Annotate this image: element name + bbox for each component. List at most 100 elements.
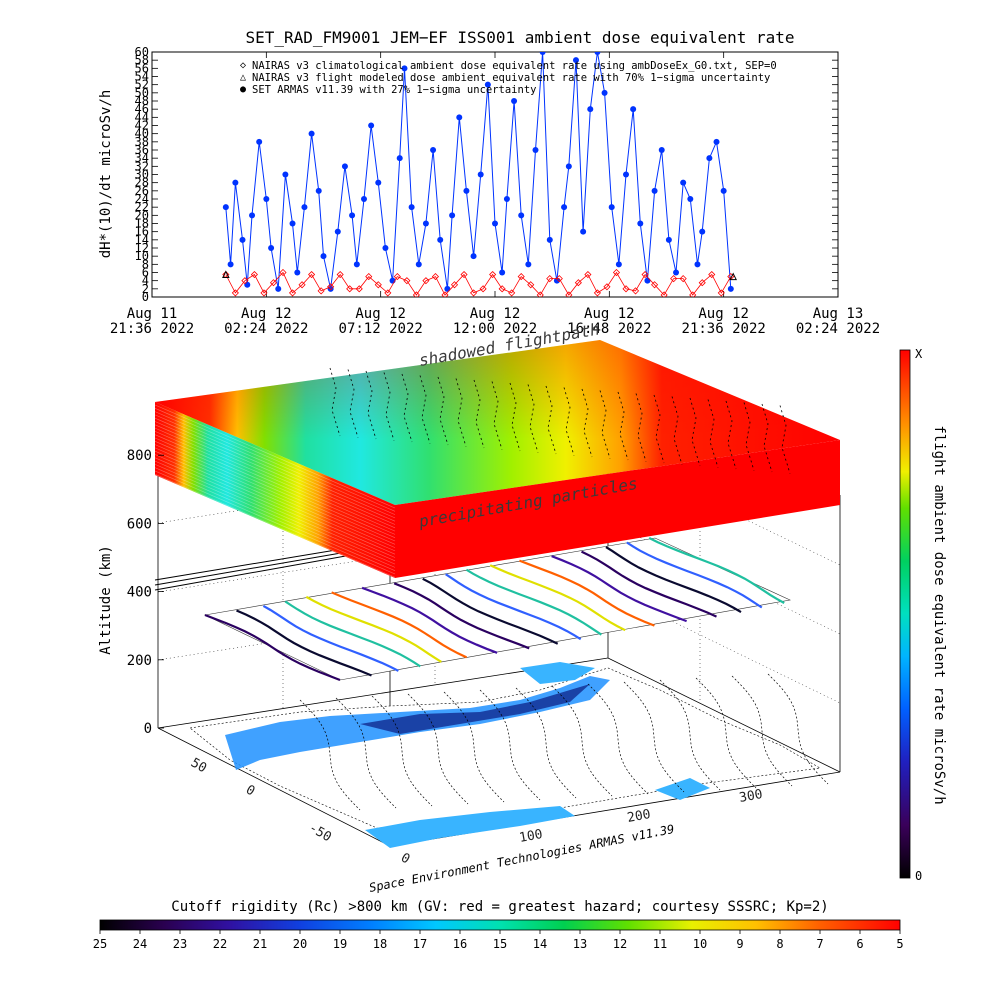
nairas-clim-point xyxy=(584,270,592,279)
legend-item-set-armas: ● SET ARMAS v11.39 with 27% 1−sigma unce… xyxy=(240,84,536,96)
armas-point xyxy=(382,245,389,251)
longitude-tick-label: 100 xyxy=(518,827,544,846)
armas-point xyxy=(565,163,572,170)
slab-contour xyxy=(365,370,377,440)
slab-contour xyxy=(617,391,629,461)
dose-colorbar-bottom-label: 0 xyxy=(915,869,922,883)
ground-track-segment xyxy=(623,681,685,793)
chart-title: SET_RAD_FM9001 JEM−EF ISS001 ambient dos… xyxy=(245,28,794,47)
armas-point xyxy=(699,228,706,235)
slab-contour xyxy=(581,388,593,458)
flightpath-wave xyxy=(331,591,468,659)
armas-point xyxy=(470,253,477,260)
armas-point xyxy=(449,212,456,219)
nairas-clim-point xyxy=(527,281,535,289)
slab-contour xyxy=(599,390,611,459)
nairas-clim-point xyxy=(593,289,601,297)
slab-layer-line xyxy=(154,457,396,562)
altitude-tick-label: 200 xyxy=(127,653,152,669)
latitude-tick-label: 0 xyxy=(243,782,257,799)
flightpath-wave xyxy=(445,573,582,641)
armas-point xyxy=(396,155,403,162)
slab-layer-line xyxy=(154,427,396,532)
nairas-clim-point xyxy=(517,273,525,281)
slab-front-face xyxy=(155,402,395,578)
armas-point xyxy=(630,106,637,113)
armas-point xyxy=(651,187,658,194)
nairas-clim-point xyxy=(336,270,344,279)
slab-layer-line xyxy=(154,411,396,515)
slab-contour xyxy=(419,375,431,444)
nairas-clim-point xyxy=(631,287,640,295)
rigidity-tick-label: 20 xyxy=(293,937,307,951)
slab-layer-line xyxy=(154,464,396,568)
rigidity-colorbar-ticks: 25 24 23 22 21 20 19 18 17 16 15 14 13 12 11 10 9 8 7 6 5 xyxy=(93,930,904,951)
y-tick-label: 32 xyxy=(135,159,149,173)
armas-point xyxy=(308,130,315,137)
latitude-tick-label: 50 xyxy=(188,755,209,776)
slab-contour xyxy=(437,376,449,446)
y-tick-label: 28 xyxy=(135,176,149,190)
nairas-clim-line xyxy=(225,271,732,296)
rigidity-tick-label: 11 xyxy=(653,937,667,951)
armas-point xyxy=(249,212,256,219)
armas-point xyxy=(644,277,651,284)
y-tick-label: 58 xyxy=(135,53,149,67)
armas-point xyxy=(263,196,270,202)
rigidity-colorbar: Cutoff rigidity (Rc) >800 km (GV: red = … xyxy=(93,899,904,951)
nairas-clim-point xyxy=(327,283,335,291)
rigidity-tick-label: 19 xyxy=(333,937,347,951)
nairas-clim-point xyxy=(698,279,706,287)
flightpath-wave xyxy=(519,559,655,627)
x-tick-label-date: Aug 13 xyxy=(813,306,864,322)
y-tick-label: 36 xyxy=(135,143,149,157)
y-tick-label: 48 xyxy=(135,94,149,108)
nairas-clim-point xyxy=(546,275,554,283)
armas-point xyxy=(349,212,356,219)
slab-contour xyxy=(473,379,485,449)
rigidity-colorbar-gradient xyxy=(99,919,901,931)
nairas-clim-point xyxy=(250,270,258,279)
legend-label: NAIRAS v3 flight modeled dose ambient eq… xyxy=(252,72,770,84)
y-axis-ticks: 0246810121416182022242628303234363840424… xyxy=(135,45,838,304)
y-tick-label: 54 xyxy=(135,70,149,84)
latitude-tick-label: 0 xyxy=(398,850,412,867)
armas-point xyxy=(463,187,470,194)
flightpath-wave xyxy=(204,613,341,682)
slab-contour xyxy=(347,369,359,438)
dose-colorbar-gradient xyxy=(899,349,911,879)
rigidity-tick-label: 10 xyxy=(693,937,707,951)
nairas-clim-point xyxy=(479,285,487,293)
legend-symbol: ◇ xyxy=(240,60,246,71)
slab-layer-line xyxy=(154,467,396,571)
armas-point xyxy=(587,106,594,113)
flightpath-wave xyxy=(262,604,399,672)
altitude-tick-label: 400 xyxy=(127,585,152,601)
armas-point xyxy=(553,277,560,284)
slab-layer-line xyxy=(154,414,396,519)
y-tick-label: 18 xyxy=(135,217,149,231)
y-tick-label: 30 xyxy=(135,168,149,182)
flightpath-wave xyxy=(361,586,498,654)
nairas-clim-point xyxy=(536,291,544,297)
armas-point xyxy=(227,261,234,268)
x-tick-label-time: 21:36 2022 xyxy=(110,321,194,337)
armas-point xyxy=(525,261,532,268)
nairas-clim-point xyxy=(393,273,401,281)
armas-point xyxy=(713,138,720,145)
armas-point xyxy=(275,285,282,292)
slab-layer-line xyxy=(154,454,396,558)
x-tick-label-date: Aug 12 xyxy=(584,306,635,322)
rigidity-tick-label: 22 xyxy=(213,937,227,951)
y-tick-label: 4 xyxy=(142,274,149,288)
nairas-clim-point xyxy=(555,275,563,283)
slab-layer-line xyxy=(154,404,396,509)
series-nairas-flight xyxy=(222,270,738,281)
y-tick-label: 52 xyxy=(135,78,149,92)
y-tick-label: 44 xyxy=(135,110,149,124)
flightpath-wave xyxy=(605,546,742,614)
armas-point xyxy=(503,196,510,202)
slab-layer-line xyxy=(154,431,396,535)
rigidity-tick-label: 8 xyxy=(776,937,783,951)
armas-point xyxy=(239,236,246,243)
